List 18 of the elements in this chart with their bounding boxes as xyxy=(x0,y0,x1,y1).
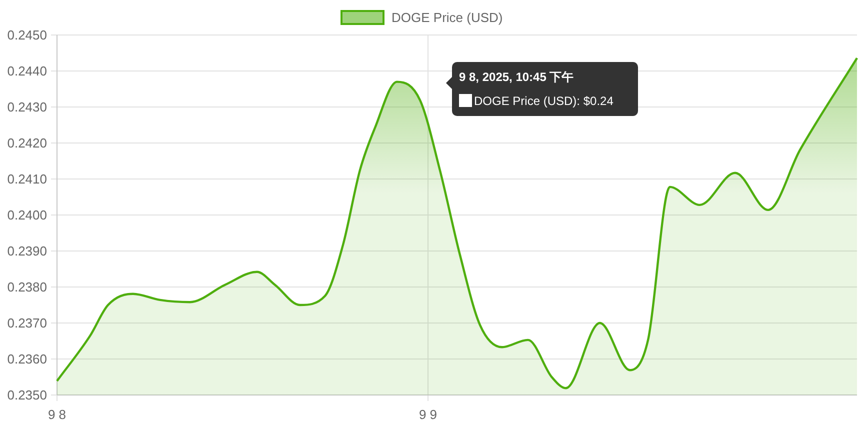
y-tick-label: 0.2430 xyxy=(7,100,47,114)
x-tick-label: 9 8 xyxy=(48,407,66,422)
legend: DOGE Price (USD) xyxy=(340,10,503,25)
legend-label: DOGE Price (USD) xyxy=(392,10,503,25)
y-tick-label: 0.2420 xyxy=(7,136,47,150)
y-tick-label: 0.2350 xyxy=(7,388,47,402)
y-tick-label: 0.2390 xyxy=(7,244,47,258)
y-tick-label: 0.2360 xyxy=(7,352,47,366)
y-tick-label: 0.2410 xyxy=(7,172,47,186)
annotation: 9 8, 2025, 10:45 下午 xyxy=(459,70,574,84)
y-tick-label: 0.2380 xyxy=(7,280,47,294)
y-tick-label: 0.2450 xyxy=(7,28,47,42)
tooltip: 9 8, 2025, 10:45 下午 DOGE Price (USD): $0.24 xyxy=(446,62,638,116)
y-tick-label: 0.2440 xyxy=(7,64,47,78)
annotation: DOGE Price (USD): $0.24 xyxy=(474,94,614,108)
y-tick-label: 0.2400 xyxy=(7,208,47,222)
y-tick-label: 0.2370 xyxy=(7,316,47,330)
x-tick-label: 9 9 xyxy=(418,407,438,422)
